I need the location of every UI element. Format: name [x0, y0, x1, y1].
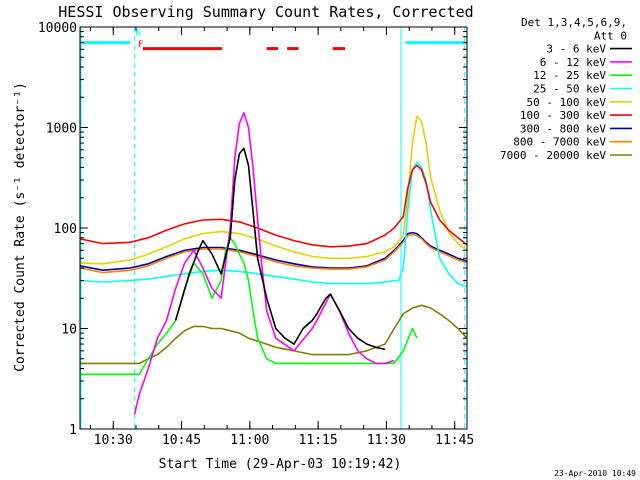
- plot-border: [79, 26, 468, 430]
- flag-annotation: F: [138, 40, 143, 50]
- y-axis: 1 10 100 1000 10000: [38, 21, 467, 438]
- legend-header: Det 1,3,4,5,6,9,: [521, 16, 627, 29]
- y-tick-label: 100: [54, 222, 77, 237]
- series-line: [80, 236, 418, 376]
- x-tick-label: 10:30: [94, 433, 133, 448]
- y-tick-label: 1000: [46, 122, 77, 137]
- legend-header: Att 0: [594, 29, 627, 42]
- legend-entry-label: 3 - 6 keV: [546, 43, 606, 56]
- series-line: [79, 231, 468, 271]
- x-axis-label: Start Time (29-Apr-03 10:19:42): [159, 457, 402, 472]
- series-line: [79, 233, 468, 274]
- y-tick-label: 10000: [38, 21, 77, 36]
- x-tick-label: 11:45: [435, 433, 474, 448]
- x-tick-label: 11:00: [230, 433, 269, 448]
- legend-entry-label: 50 - 100 keV: [527, 96, 607, 109]
- series-line: [80, 304, 468, 365]
- footer-date: 23-Apr-2010 10:49: [554, 469, 636, 478]
- legend-entry-label: 100 - 300 keV: [520, 109, 606, 122]
- x-tick-label: 10:45: [162, 433, 201, 448]
- x-axis: 10:30 10:45 11:00 11:15 11:30 11:45: [89, 27, 474, 448]
- series-line: [133, 112, 395, 415]
- legend-entry-label: 300 - 800 keV: [520, 122, 606, 135]
- x-tick-label: 11:15: [299, 433, 338, 448]
- x-tick-label: 11:30: [367, 433, 406, 448]
- legend-entry-label: 7000 - 20000 keV: [500, 149, 606, 162]
- plot-frame: [79, 26, 468, 430]
- legend-entry-label: 25 - 50 keV: [533, 83, 606, 96]
- y-tick-label: 10: [61, 323, 77, 338]
- flag-annotation: N: [136, 29, 141, 39]
- legend-entry-label: 12 - 25 keV: [533, 69, 606, 82]
- series-line: [79, 115, 468, 265]
- series-line: [79, 164, 468, 248]
- series-line: [174, 147, 386, 351]
- plot-area: NF: [79, 27, 468, 429]
- chart-title: HESSI Observing Summary Count Rates, Cor…: [58, 3, 473, 21]
- legend-entry-label: 6 - 12 keV: [540, 56, 607, 69]
- y-axis-label: Corrected Count Rate (s⁻¹ detector⁻¹): [13, 82, 28, 372]
- y-tick-label: 1: [69, 423, 77, 438]
- legend-entry-label: 800 - 7000 keV: [513, 136, 606, 149]
